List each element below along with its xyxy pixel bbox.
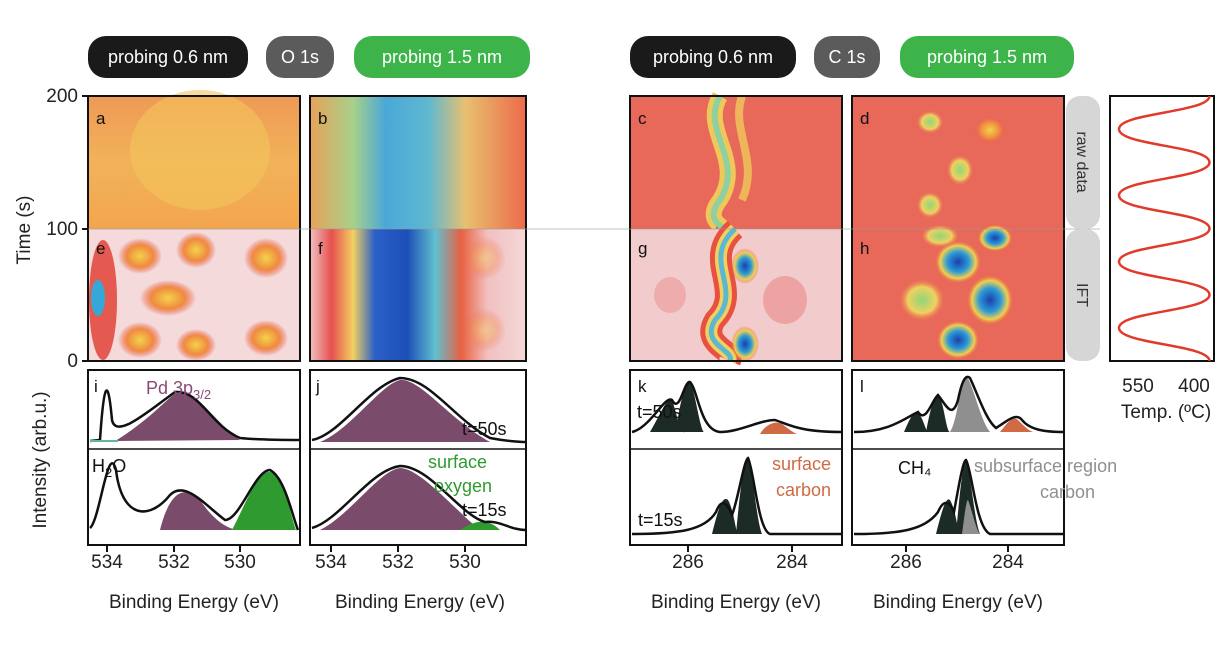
x-axis-i: 534 532 530 Binding Energy (eV) (91, 552, 279, 613)
x-tick-i-532: 532 (158, 552, 190, 573)
x-tick-k-286: 286 (672, 552, 704, 573)
panel-letter-d: d (860, 109, 869, 128)
time-axis-title: Time (s) (14, 196, 35, 265)
panel-letter-k: k (638, 377, 647, 396)
spectrum-k-upper (631, 380, 843, 434)
pill-probe-long-left-label: probing 1.5 nm (382, 47, 502, 67)
ift-label: IFT (1073, 283, 1090, 307)
ift-tab (1066, 229, 1100, 361)
pill-probe-short-right (630, 36, 796, 78)
panel-a-heatmap (88, 90, 300, 229)
pd-label: Pd 3p3/2 (146, 378, 211, 402)
x-tick-j-530: 530 (449, 552, 481, 573)
panel-c-heatmap (630, 91, 842, 237)
t15-label-j: t=15s (462, 500, 507, 520)
t50-label-k: t=50s (637, 402, 682, 422)
pill-probe-long-left (354, 36, 530, 78)
spectrum-j-lower (311, 464, 527, 532)
subsurface-label-1: subsurface region (974, 456, 1117, 476)
raw-data-label: raw data (1073, 131, 1090, 192)
x-axis-k: 286 284 Binding Energy (eV) (651, 552, 821, 613)
x-title-i: Binding Energy (eV) (109, 592, 279, 613)
x-tick-i-530: 530 (224, 552, 256, 573)
x-tick-marks (106, 545, 1009, 552)
spectrum-l-upper (853, 375, 1065, 434)
t50-label-j: t=50s (462, 419, 507, 439)
time-axis: Time (s) 200 100 0 (14, 86, 88, 372)
spectrum-j-upper (311, 376, 527, 444)
header-left: probing 0.6 nm O 1s probing 1.5 nm (88, 36, 530, 78)
panel-m-frame (1109, 95, 1215, 362)
spectrum-k-lower (631, 456, 842, 536)
x-title-j: Binding Energy (eV) (335, 592, 505, 613)
pill-probe-short-left (88, 36, 248, 78)
x-tick-j-532: 532 (382, 552, 414, 573)
panel-letter-j: j (315, 377, 320, 396)
raw-data-tab (1066, 96, 1100, 229)
side-labels: raw data IFT (1066, 96, 1100, 361)
header-right: probing 0.6 nm C 1s probing 1.5 nm (630, 36, 1074, 78)
panel-letter-a: a (96, 109, 106, 128)
pill-core-level-right-label: C 1s (828, 47, 865, 67)
pill-core-level-left (266, 36, 334, 78)
x-title-k: Binding Energy (eV) (651, 592, 821, 613)
panel-m: 550 400 Temp. (ºC) (1109, 95, 1215, 423)
surface-carbon-label-1: surface (772, 454, 831, 474)
panel-h-heatmap (852, 224, 1064, 361)
spectrum-l-lower (853, 458, 1064, 536)
panel-letter-i: i (94, 377, 98, 396)
x-axis-j: 534 532 530 Binding Energy (eV) (315, 552, 505, 613)
temp-axis-title: Temp. (ºC) (1121, 402, 1211, 423)
spectrum-i-upper (89, 389, 301, 443)
panel-g-heatmap (630, 220, 842, 366)
surface-oxygen-label-1: surface (428, 452, 487, 472)
pill-core-level-right (814, 36, 880, 78)
x-axis-l: 286 284 Binding Energy (eV) (873, 552, 1043, 613)
panel-letter-e: e (96, 239, 105, 258)
pill-probe-long-right (900, 36, 1074, 78)
temperature-series-line (1117, 95, 1211, 362)
spectrum-i-lower (89, 462, 300, 531)
time-tick-200: 200 (46, 86, 78, 107)
panel-letter-g: g (638, 239, 647, 258)
temp-tick-400: 400 (1178, 376, 1210, 397)
pill-probe-short-right-label: probing 0.6 nm (653, 47, 773, 67)
time-ticks (82, 95, 88, 362)
panel-letter-l: l (860, 377, 864, 396)
time-tick-0: 0 (67, 351, 78, 372)
h2o-label: H2O (92, 456, 126, 480)
x-tick-l-284: 284 (992, 552, 1024, 573)
pill-probe-long-right-label: probing 1.5 nm (927, 47, 1047, 67)
panel-f-heatmap (310, 229, 526, 361)
panel-letter-h: h (860, 239, 869, 258)
panel-b-heatmap (310, 96, 526, 229)
x-title-l: Binding Energy (eV) (873, 592, 1043, 613)
surface-carbon-label-2: carbon (776, 480, 831, 500)
x-tick-l-286: 286 (890, 552, 922, 573)
panel-letter-b: b (318, 109, 327, 128)
surface-oxygen-label-2: oxygen (434, 476, 492, 496)
pill-probe-short-left-label: probing 0.6 nm (108, 47, 228, 67)
subsurface-label-2: carbon (1040, 482, 1095, 502)
x-tick-j-534: 534 (315, 552, 347, 573)
intensity-axis-title: Intensity (arb.u.) (30, 391, 51, 528)
temp-tick-550: 550 (1122, 376, 1154, 397)
x-tick-i-534: 534 (91, 552, 123, 573)
panel-letter-f: f (318, 239, 323, 258)
ch4-label: CH₄ (898, 458, 931, 478)
x-tick-k-284: 284 (776, 552, 808, 573)
annotations: Pd 3p3/2 H2O t=50s surface oxygen t=15s … (92, 378, 1117, 530)
panel-e-heatmap (88, 229, 300, 361)
time-tick-100: 100 (46, 219, 78, 240)
panel-letter-c: c (638, 109, 647, 128)
t15-label-k: t=15s (638, 510, 683, 530)
panel-d-heatmap (852, 96, 1064, 229)
pill-core-level-left-label: O 1s (281, 47, 319, 67)
